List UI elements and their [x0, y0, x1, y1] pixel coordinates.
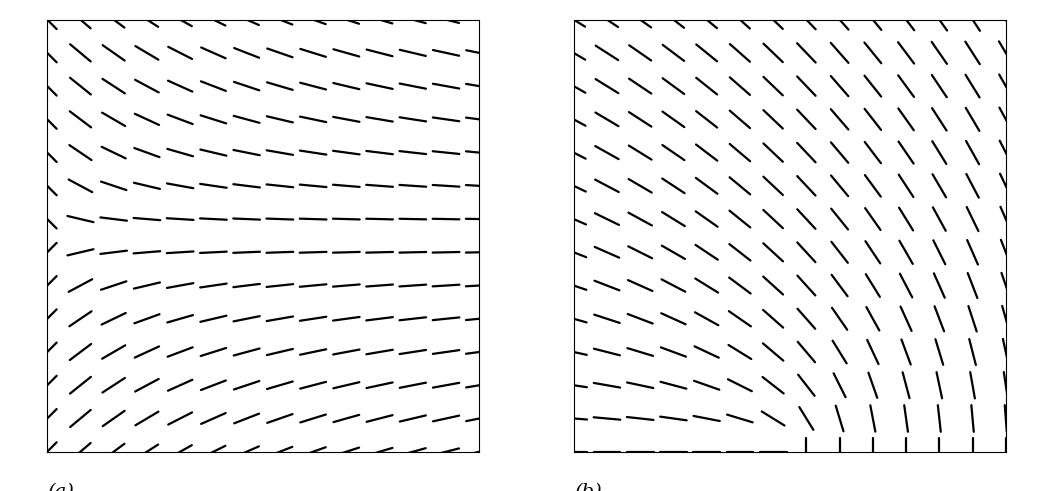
Text: (b): (b) [574, 483, 601, 491]
Text: (a): (a) [47, 483, 74, 491]
